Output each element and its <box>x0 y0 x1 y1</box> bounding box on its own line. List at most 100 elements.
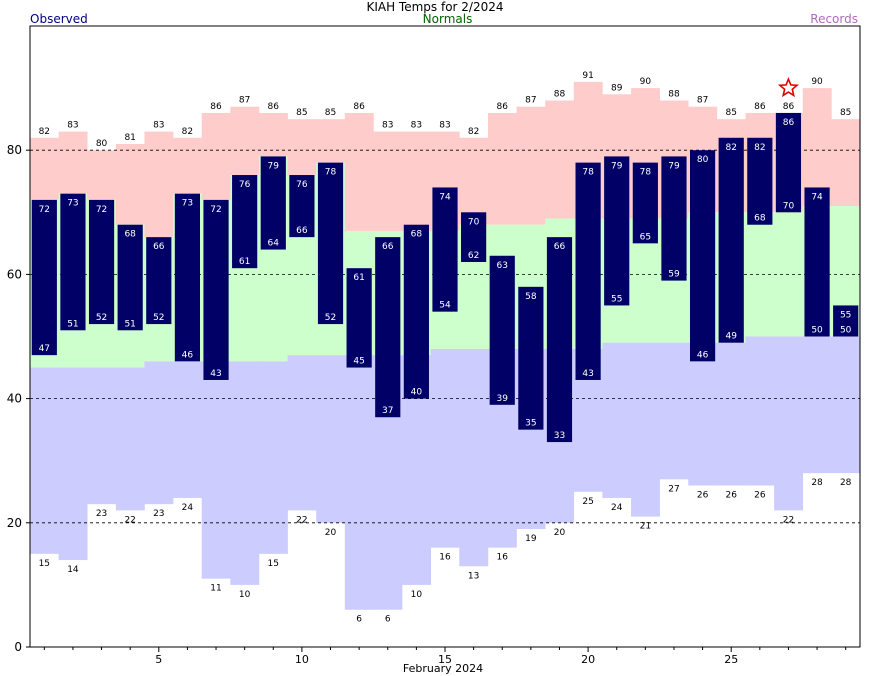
observed-high-label: 80 <box>697 155 709 165</box>
observed-low-label: 46 <box>697 350 709 360</box>
record-low-band <box>688 342 718 486</box>
record-high-label: 83 <box>382 121 393 131</box>
observed-bar <box>375 237 401 418</box>
record-high-label: 82 <box>182 127 193 137</box>
record-high-label: 87 <box>239 96 250 106</box>
record-high-band <box>258 112 288 157</box>
legend-normals: Normals <box>422 12 473 26</box>
observed-low-label: 52 <box>153 313 164 323</box>
record-high-label: 89 <box>611 83 623 93</box>
x-tick-label: 15 <box>438 653 452 666</box>
observed-bar <box>88 199 115 325</box>
record-high-label: 82 <box>39 127 50 137</box>
observed-high-label: 70 <box>468 217 480 227</box>
record-low-band <box>774 336 804 511</box>
record-low-label: 24 <box>182 503 194 513</box>
record-high-label: 86 <box>497 102 509 112</box>
axes-layer: 0 20 40 60 80 5 10 15 20 25 <box>7 25 861 666</box>
record-high-band <box>58 131 88 194</box>
record-low-label: 15 <box>268 559 279 569</box>
record-high-label: 85 <box>296 108 307 118</box>
x-tick-label: 20 <box>581 653 595 666</box>
observed-high-label: 86 <box>783 118 795 128</box>
record-star-icon <box>777 76 800 98</box>
record-high-label: 86 <box>268 102 280 112</box>
observed-bar <box>775 112 802 213</box>
record-low-label: 13 <box>468 571 479 581</box>
record-low-label: 10 <box>239 590 251 600</box>
observed-bar <box>833 305 859 337</box>
observed-bar <box>661 156 687 281</box>
record-high-band <box>831 119 861 207</box>
record-low-band <box>344 355 374 610</box>
observed-high-label: 68 <box>124 230 136 240</box>
observed-bar <box>804 187 830 337</box>
record-high-band <box>30 137 59 200</box>
record-high-band <box>373 131 403 231</box>
observed-bar <box>518 286 544 430</box>
record-low-label: 14 <box>67 565 79 575</box>
record-low-band <box>173 361 203 498</box>
observed-bar <box>289 175 315 238</box>
record-high-band <box>802 88 832 207</box>
record-low-label: 22 <box>296 515 307 525</box>
observed-low-label: 70 <box>783 201 795 211</box>
observed-low-label: 51 <box>124 319 135 329</box>
observed-low-label: 39 <box>497 394 509 404</box>
record-low-label: 16 <box>439 553 451 563</box>
record-low-label: 15 <box>39 559 50 569</box>
observed-low-label: 66 <box>296 226 308 236</box>
observed-high-label: 74 <box>811 192 823 202</box>
record-high-band <box>344 112 374 231</box>
observed-low-label: 49 <box>725 332 737 342</box>
record-low-label: 22 <box>783 515 794 525</box>
record-low-label: 26 <box>725 491 737 501</box>
observed-high-label: 72 <box>96 205 107 215</box>
observed-bar <box>174 193 201 362</box>
observed-high-label: 61 <box>353 273 364 283</box>
record-low-band <box>58 367 88 561</box>
record-high-label: 85 <box>840 108 851 118</box>
observed-high-label: 63 <box>497 261 508 271</box>
record-low-band <box>459 348 489 567</box>
x-tick-label: 10 <box>295 653 309 666</box>
record-low-band <box>316 355 346 523</box>
y-tick-label: 20 <box>7 516 22 530</box>
observed-high-label: 79 <box>268 161 280 171</box>
record-high-band <box>173 137 203 194</box>
observed-bar <box>432 187 458 312</box>
record-low-label: 16 <box>497 553 509 563</box>
observed-bar <box>317 162 344 325</box>
record-high-band <box>87 150 117 200</box>
record-high-label: 86 <box>353 102 365 112</box>
record-low-label: 11 <box>210 584 221 594</box>
record-high-label: 86 <box>783 102 795 112</box>
record-low-band <box>87 367 117 505</box>
observed-bar <box>117 224 143 331</box>
record-high-label: 80 <box>96 139 108 149</box>
record-high-band <box>545 100 575 219</box>
observed-low-label: 55 <box>611 294 622 304</box>
record-low-band <box>745 336 775 486</box>
record-low-band <box>430 348 460 548</box>
label-layer: 7247821573518314725280236851812266528323… <box>39 71 852 625</box>
observed-bar <box>632 162 658 244</box>
observed-bar <box>346 268 372 368</box>
record-high-label: 83 <box>439 121 450 131</box>
record-low-label: 23 <box>96 509 107 519</box>
observed-low-label: 54 <box>439 301 451 311</box>
record-low-label: 20 <box>554 528 566 538</box>
record-low-label: 26 <box>754 491 766 501</box>
observed-low-label: 51 <box>67 319 78 329</box>
record-high-label: 87 <box>525 96 536 106</box>
observed-low-label: 64 <box>268 239 280 249</box>
chart-title: KIAH Temps for 2/2024 <box>366 0 504 14</box>
record-high-band <box>402 131 431 231</box>
record-high-label: 83 <box>153 121 164 131</box>
observed-high-label: 66 <box>554 242 566 252</box>
observed-bar <box>604 156 630 306</box>
record-low-band <box>602 342 632 498</box>
legend-observed: Observed <box>30 12 88 26</box>
record-high-band <box>316 119 346 163</box>
observed-bar <box>260 156 286 250</box>
